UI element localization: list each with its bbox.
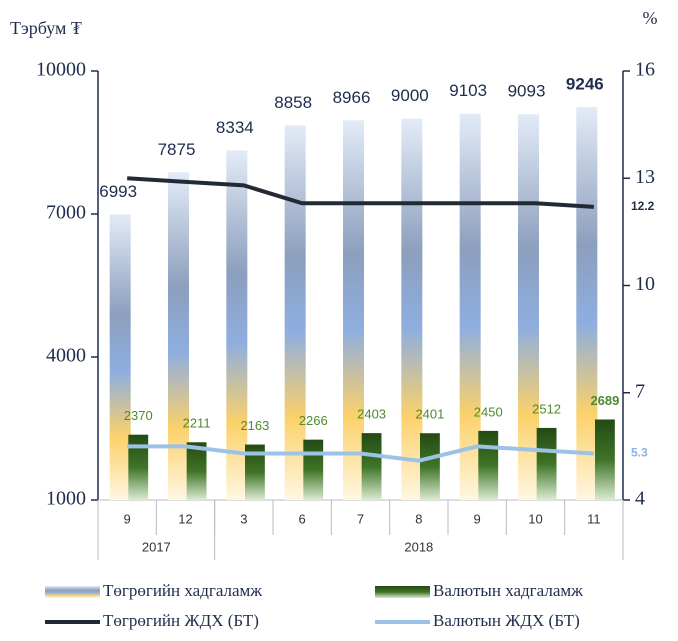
bar [109, 214, 131, 500]
bar [245, 444, 265, 500]
bar-value-label: 9103 [449, 81, 487, 100]
line-value-label: 5.3 [631, 446, 648, 460]
bar-value-label: 2266 [299, 413, 328, 428]
bar-value-label: 2211 [183, 416, 211, 431]
bar [168, 172, 189, 500]
legend-swatch [45, 586, 100, 598]
y-tick-label: 7000 [46, 202, 86, 224]
bar [128, 434, 149, 500]
bar-value-label: 9246 [566, 74, 604, 93]
y2-tick-label: 16 [635, 59, 655, 81]
bar [361, 433, 382, 500]
x-tick-label: 7 [357, 511, 364, 526]
y2-tick-label: 13 [635, 166, 655, 188]
x-tick-label: 10 [528, 511, 542, 526]
bar-value-label: 2401 [415, 407, 444, 422]
bar [459, 113, 481, 500]
bar-value-label: 2689 [590, 393, 619, 408]
bar-value-label: 8966 [333, 88, 371, 107]
bar-value-label: 2370 [124, 408, 153, 423]
bar-value-label: 6993 [99, 182, 137, 201]
bar [420, 433, 440, 500]
x-tick-label: 9 [124, 511, 131, 526]
y-tick-label: 10000 [36, 59, 86, 81]
line [127, 176, 594, 209]
bar [186, 442, 207, 500]
bar [518, 114, 539, 500]
bar [401, 118, 423, 501]
legend-label: Төгрөгийн ЖДХ (БТ) [103, 611, 259, 630]
legend-label: Валютын ЖДХ (БТ) [433, 611, 580, 630]
x-tick-label: 12 [178, 511, 192, 526]
bar [576, 106, 598, 500]
x-tick-label: 8 [415, 511, 422, 526]
y-tick-label: 1000 [46, 488, 86, 510]
legend-swatch [375, 586, 430, 598]
x-tick-label: 3 [240, 511, 247, 526]
bar-value-label: 8858 [274, 93, 312, 112]
bar-value-label: 9000 [391, 86, 429, 105]
y2-tick-label: 7 [635, 380, 645, 402]
bar-value-label: 2163 [240, 418, 269, 433]
y2-axis-label: % [643, 8, 658, 28]
y2-tick-label: 10 [635, 273, 655, 295]
bar [478, 430, 499, 500]
x-tick-label: 6 [299, 511, 306, 526]
line-value-label: 12.2 [631, 199, 655, 213]
y2-tick-label: 4 [635, 488, 645, 510]
legend-label: Төгрөгийн хадгаламж [103, 581, 262, 600]
bar [343, 120, 364, 501]
x-tick-label: 9 [474, 511, 481, 526]
bar [595, 419, 615, 500]
x-tick-label: 11 [587, 511, 601, 526]
bar-value-label: 8334 [216, 118, 254, 137]
bar [536, 427, 557, 500]
bar-value-label: 7875 [158, 140, 196, 159]
bar-value-label: 2512 [532, 401, 561, 416]
bar [303, 439, 324, 500]
bar-value-label: 9093 [508, 82, 546, 101]
group-label: 2018 [404, 539, 433, 554]
bar [226, 150, 248, 501]
bar-value-label: 2403 [357, 407, 386, 422]
bar [284, 125, 306, 500]
legend-label: Валютын хадгаламж [433, 581, 583, 600]
y-axis-label: Тэрбум ₮ [10, 18, 82, 38]
group-label: 2017 [142, 539, 171, 554]
bar-value-label: 2450 [474, 404, 503, 419]
y-tick-label: 4000 [46, 345, 86, 367]
line [127, 444, 594, 463]
